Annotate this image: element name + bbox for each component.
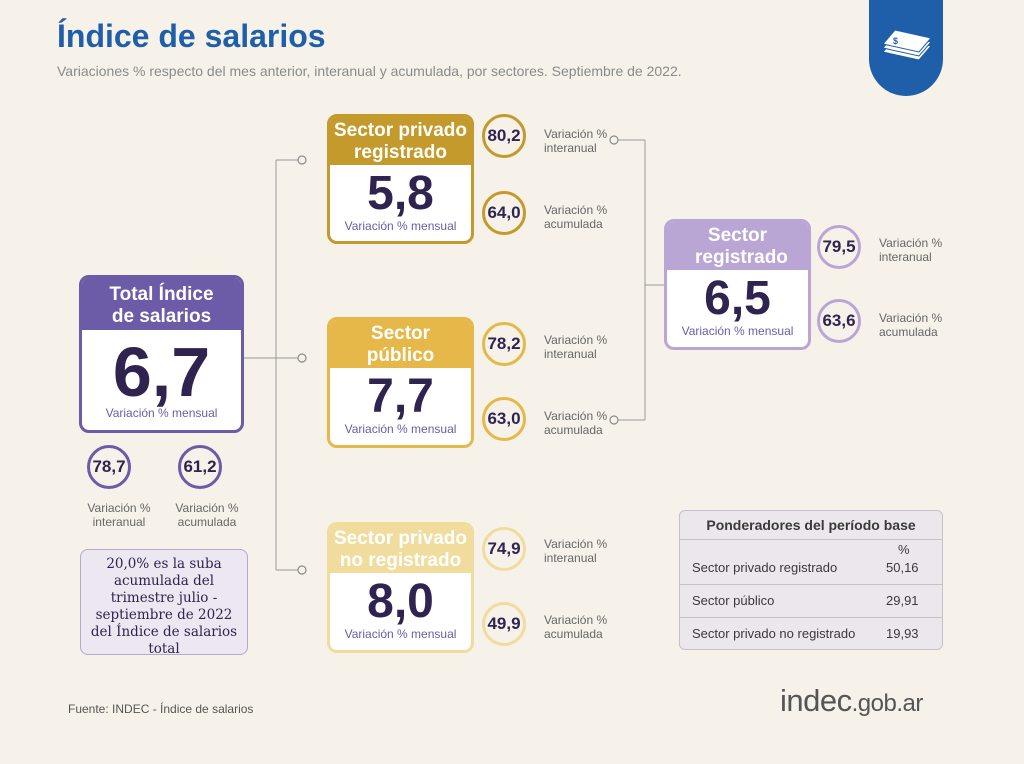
publico-title: Sector público <box>330 320 471 368</box>
total-interanual-circle: 78,7 <box>87 445 131 489</box>
privado-registrado-interanual-circle: 80,2 <box>482 114 526 158</box>
row-name: Sector público <box>692 593 775 608</box>
privado-registrado-value: 5,8 <box>367 167 434 220</box>
privado-registrado-label: Variación % mensual <box>344 219 457 233</box>
table-divider <box>680 617 942 618</box>
registrado-title: Sector registrado <box>667 222 808 270</box>
no-registrado-title: Sector privado no registrado <box>330 525 471 573</box>
table-divider <box>680 584 942 585</box>
note-box: 20,0% es la suba acumulada del trimestre… <box>80 549 248 657</box>
total-value: 6,7 <box>112 333 211 411</box>
svg-text:$: $ <box>893 36 898 46</box>
publico-acumulada-label: Variación % acumulada <box>544 409 608 437</box>
no-registrado-acumulada-label: Variación % acumulada <box>544 613 608 641</box>
no-registrado-box: Sector privado no registrado 8,0 Variaci… <box>327 522 474 653</box>
ponderadores-unit: % <box>898 542 910 557</box>
registrado-box: Sector registrado 6,5 Variación % mensua… <box>664 219 811 350</box>
money-stack-icon: $ <box>882 29 932 61</box>
registrado-interanual-circle: 79,5 <box>817 225 861 269</box>
logo-domain: .gob.ar <box>851 690 924 717</box>
privado-registrado-box: Sector privado registrado 5,8 Variación … <box>327 114 474 244</box>
row-value: 29,91 <box>886 593 919 608</box>
publico-label: Variación % mensual <box>344 422 457 436</box>
row-name: Sector privado registrado <box>692 560 838 575</box>
total-box: Total Índice de salarios 6,7 Variación %… <box>79 275 244 433</box>
page-subtitle: Variaciones % respecto del mes anterior,… <box>57 63 682 79</box>
logo-main: indec <box>780 683 852 718</box>
indec-logo: indec.gob.ar <box>780 683 923 719</box>
page-title: Índice de salarios <box>57 18 326 54</box>
row-value: 19,93 <box>886 626 919 641</box>
registrado-acumulada-circle: 63,6 <box>817 299 861 343</box>
total-interanual-label: Variación % interanual <box>87 501 151 529</box>
total-acumulada-circle: 61,2 <box>178 445 222 489</box>
publico-acumulada-circle: 63,0 <box>482 397 526 441</box>
privado-registrado-interanual-label: Variación % interanual <box>544 127 608 155</box>
ponderadores-table: Ponderadores del período base % Sector p… <box>679 510 943 650</box>
source-note: Fuente: INDEC - Índice de salarios <box>68 702 254 716</box>
publico-value: 7,7 <box>367 370 434 423</box>
no-registrado-interanual-circle: 74,9 <box>482 527 526 571</box>
ponderadores-title: Ponderadores del período base <box>680 511 942 540</box>
registrado-label: Variación % mensual <box>681 324 794 338</box>
registrado-acumulada-label: Variación % acumulada <box>879 311 943 339</box>
total-label: Variación % mensual <box>105 406 218 420</box>
registrado-interanual-label: Variación % interanual <box>879 236 943 264</box>
no-registrado-value: 8,0 <box>367 575 434 628</box>
privado-registrado-title: Sector privado registrado <box>330 117 471 165</box>
total-acumulada-label: Variación % acumulada <box>175 501 239 529</box>
row-value: 50,16 <box>886 560 919 575</box>
privado-registrado-acumulada-label: Variación % acumulada <box>544 203 608 231</box>
publico-interanual-circle: 78,2 <box>482 322 526 366</box>
registrado-value: 6,5 <box>704 272 771 325</box>
privado-registrado-acumulada-circle: 64,0 <box>482 191 526 235</box>
publico-interanual-label: Variación % interanual <box>544 333 608 361</box>
publico-box: Sector público 7,7 Variación % mensual <box>327 317 474 448</box>
no-registrado-interanual-label: Variación % interanual <box>544 537 608 565</box>
no-registrado-acumulada-circle: 49,9 <box>482 602 526 646</box>
row-name: Sector privado no registrado <box>692 626 856 641</box>
no-registrado-label: Variación % mensual <box>344 627 457 641</box>
total-title: Total Índice de salarios <box>82 278 241 330</box>
badge: $ <box>869 0 943 96</box>
